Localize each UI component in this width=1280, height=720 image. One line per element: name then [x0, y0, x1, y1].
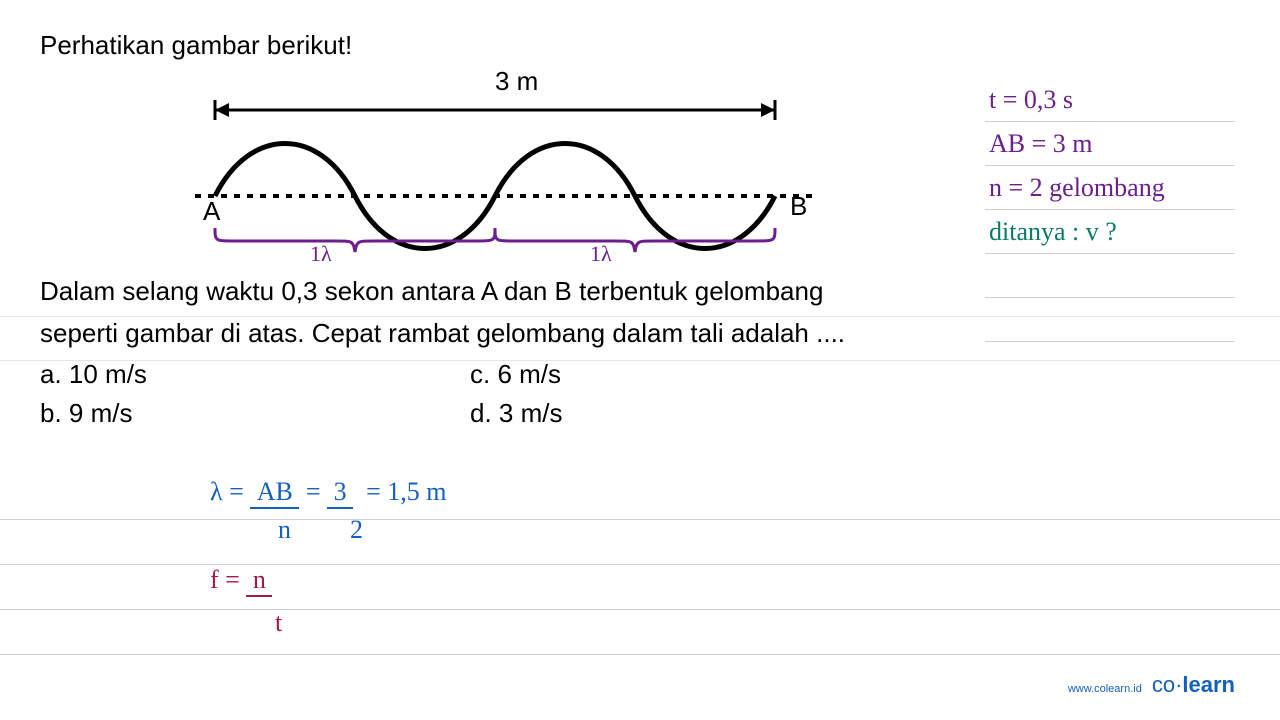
- blank-rule: [985, 298, 1235, 342]
- lambda-sym: λ =: [210, 477, 244, 506]
- f-sym: f =: [210, 565, 240, 594]
- frac-3: 3: [327, 477, 353, 509]
- lambda-denom-2: 2: [350, 515, 363, 545]
- work-row-4: t: [0, 610, 1280, 655]
- given-ab: AB = 3 m: [985, 122, 1235, 166]
- worked-solution: λ = AB = 3 = 1,5 m n 2 f = n t: [0, 475, 1280, 655]
- given-values-panel: t = 0,3 s AB = 3 m n = 2 gelombang ditan…: [985, 78, 1235, 342]
- wave-diagram: 3 m A B 1λ 1λ: [195, 66, 855, 266]
- asked-v: ditanya : v ?: [985, 210, 1235, 254]
- point-label-a: A: [203, 196, 220, 227]
- given-n: n = 2 gelombang: [985, 166, 1235, 210]
- option-c: c. 6 m/s: [470, 359, 770, 390]
- option-a: a. 10 m/s: [40, 359, 470, 390]
- blank-rule: [985, 254, 1235, 298]
- point-label-b: B: [790, 191, 807, 222]
- arrowhead-right: [761, 103, 775, 117]
- logo-co: co: [1152, 672, 1175, 697]
- result-1-5m: = 1,5 m: [360, 477, 447, 506]
- work-row-1: λ = AB = 3 = 1,5 m: [0, 475, 1280, 520]
- option-b: b. 9 m/s: [40, 398, 470, 429]
- wave-svg: [195, 66, 855, 266]
- footer-logo: co·learn: [1152, 672, 1235, 698]
- footer: www.colearn.id co·learn: [1068, 672, 1235, 698]
- frac-n: n: [246, 565, 272, 597]
- answer-options: a. 10 m/s c. 6 m/s b. 9 m/s d. 3 m/s: [40, 359, 1240, 429]
- footer-url: www.colearn.id: [1068, 683, 1142, 695]
- eq1: =: [306, 477, 321, 506]
- f-denom-t: t: [275, 608, 282, 638]
- work-row-3: f = n: [0, 565, 1280, 610]
- lambda-annotation-1: 1λ: [310, 241, 332, 267]
- lambda-denom-n: n: [278, 515, 291, 545]
- lambda-bracket-1: [215, 228, 495, 252]
- lambda-annotation-2: 1λ: [590, 241, 612, 267]
- f-equation: f = n: [210, 565, 272, 597]
- work-row-2: n 2: [0, 520, 1280, 565]
- frac-ab: AB: [250, 477, 299, 509]
- logo-learn: learn: [1182, 672, 1235, 697]
- lambda-bracket-2: [495, 228, 775, 252]
- arrowhead-left: [215, 103, 229, 117]
- option-d: d. 3 m/s: [470, 398, 770, 429]
- question-title: Perhatikan gambar berikut!: [40, 30, 1240, 61]
- given-t: t = 0,3 s: [985, 78, 1235, 122]
- lambda-equation: λ = AB = 3 = 1,5 m: [210, 477, 446, 509]
